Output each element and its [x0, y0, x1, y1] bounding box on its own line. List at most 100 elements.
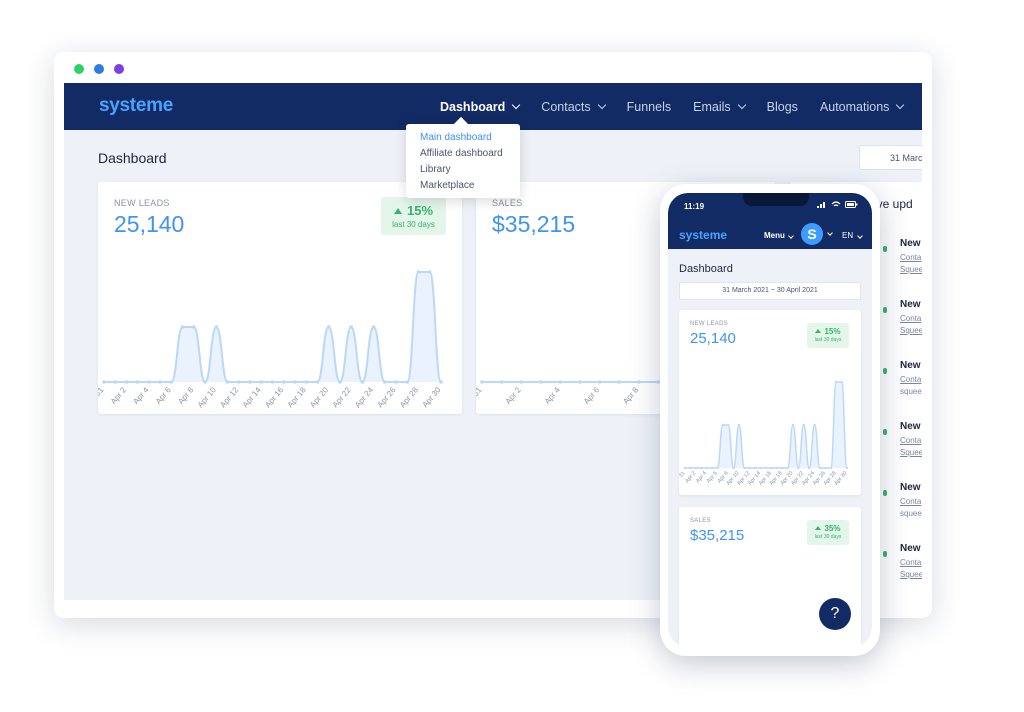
data-point[interactable] — [770, 466, 773, 470]
data-point[interactable] — [203, 380, 207, 384]
data-point[interactable] — [371, 325, 376, 329]
live-update-item[interactable]: New Conta Squee — [883, 238, 922, 274]
data-point[interactable] — [786, 466, 789, 470]
data-point[interactable] — [710, 466, 714, 470]
data-point[interactable] — [716, 466, 719, 470]
data-point[interactable] — [840, 380, 843, 384]
data-point[interactable] — [759, 466, 762, 470]
data-point[interactable] — [689, 466, 692, 470]
nav-automations[interactable]: Automations — [820, 100, 905, 114]
data-point[interactable] — [237, 380, 241, 384]
data-point[interactable] — [705, 466, 708, 470]
live-update-item[interactable]: New Conta Squee — [883, 421, 922, 457]
data-point[interactable] — [597, 380, 602, 384]
contact-link[interactable]: Conta — [900, 314, 922, 323]
data-point[interactable] — [304, 380, 308, 384]
data-point[interactable] — [281, 380, 286, 384]
data-point[interactable] — [737, 423, 741, 427]
data-point[interactable] — [835, 380, 838, 384]
data-point[interactable] — [293, 380, 297, 384]
contact-link[interactable]: Conta — [900, 436, 922, 445]
data-point[interactable] — [539, 380, 543, 384]
dropdown-item-library[interactable]: Library — [420, 164, 451, 175]
data-point[interactable] — [326, 325, 331, 329]
data-point[interactable] — [315, 380, 320, 384]
data-point[interactable] — [124, 380, 129, 384]
dropdown-item-marketplace[interactable]: Marketplace — [420, 180, 475, 191]
data-point[interactable] — [781, 466, 784, 470]
data-point[interactable] — [169, 380, 174, 384]
data-point[interactable] — [383, 380, 387, 384]
data-point[interactable] — [829, 466, 832, 470]
data-point[interactable] — [808, 466, 811, 470]
data-point[interactable] — [558, 380, 563, 384]
data-point[interactable] — [113, 380, 118, 384]
data-point[interactable] — [656, 380, 661, 384]
funnel-link[interactable]: Squee — [900, 265, 922, 274]
data-point[interactable] — [743, 466, 746, 470]
data-point[interactable] — [360, 380, 365, 384]
data-point[interactable] — [732, 466, 735, 470]
data-point[interactable] — [694, 466, 697, 470]
maximize-window-dot[interactable] — [114, 64, 124, 74]
data-point[interactable] — [824, 466, 827, 470]
close-window-dot[interactable] — [74, 64, 84, 74]
data-point[interactable] — [349, 325, 353, 329]
date-range-picker[interactable]: 31 March 2021 ~ 30 April 2021 — [679, 282, 861, 300]
funnel-link[interactable]: Squee — [900, 326, 922, 335]
live-update-item[interactable]: New Conta squee — [883, 482, 922, 518]
data-point[interactable] — [270, 380, 275, 384]
contact-link[interactable]: Conta — [900, 375, 922, 384]
live-update-item[interactable]: New Conta Squee — [883, 299, 922, 335]
data-point[interactable] — [813, 423, 816, 427]
data-point[interactable] — [427, 270, 432, 274]
systeme-logo[interactable]: systeme — [99, 95, 173, 116]
data-point[interactable] — [405, 380, 410, 384]
data-point[interactable] — [439, 380, 443, 384]
funnel-link[interactable]: squee — [900, 387, 922, 396]
funnel-link[interactable]: squee — [900, 509, 922, 518]
live-update-item[interactable]: New Conta Squee — [883, 543, 922, 579]
data-point[interactable] — [617, 380, 621, 384]
contact-link[interactable]: Conta — [900, 253, 922, 262]
data-point[interactable] — [480, 380, 484, 384]
date-range-picker[interactable]: 31 Marc — [859, 145, 922, 170]
data-point[interactable] — [338, 380, 342, 384]
data-point[interactable] — [180, 325, 185, 329]
funnel-link[interactable]: Squee — [900, 570, 922, 579]
data-point[interactable] — [158, 380, 162, 384]
live-update-item[interactable]: New Conta squee — [883, 360, 922, 396]
data-point[interactable] — [802, 423, 805, 427]
mobile-menu-button[interactable]: Menu — [764, 231, 794, 240]
nav-emails[interactable]: Emails — [693, 100, 746, 114]
dropdown-item-affiliate-dashboard[interactable]: Affiliate dashboard — [420, 148, 503, 159]
data-point[interactable] — [797, 466, 800, 470]
data-point[interactable] — [135, 380, 140, 384]
nav-funnels[interactable]: Funnels — [627, 100, 671, 114]
data-point[interactable] — [700, 466, 703, 470]
help-button[interactable]: ? — [819, 598, 851, 630]
funnel-link[interactable]: Squee — [900, 448, 922, 457]
minimize-window-dot[interactable] — [94, 64, 104, 74]
language-selector[interactable]: EN — [842, 231, 863, 240]
data-point[interactable] — [754, 466, 757, 470]
data-point[interactable] — [248, 380, 252, 384]
data-point[interactable] — [416, 270, 421, 274]
data-point[interactable] — [225, 380, 230, 384]
data-point[interactable] — [519, 380, 523, 384]
data-point[interactable] — [499, 380, 504, 384]
data-point[interactable] — [637, 380, 641, 384]
data-point[interactable] — [578, 380, 582, 384]
avatar[interactable]: S — [801, 223, 823, 245]
data-point[interactable] — [818, 466, 822, 470]
data-point[interactable] — [721, 423, 724, 427]
data-point[interactable] — [683, 466, 687, 470]
data-point[interactable] — [727, 423, 730, 427]
data-point[interactable] — [791, 423, 795, 427]
data-point[interactable] — [775, 466, 778, 470]
data-point[interactable] — [214, 325, 219, 329]
nav-contacts[interactable]: Contacts — [541, 100, 606, 114]
data-point[interactable] — [845, 466, 849, 470]
data-point[interactable] — [748, 466, 751, 470]
contact-link[interactable]: Conta — [900, 497, 922, 506]
